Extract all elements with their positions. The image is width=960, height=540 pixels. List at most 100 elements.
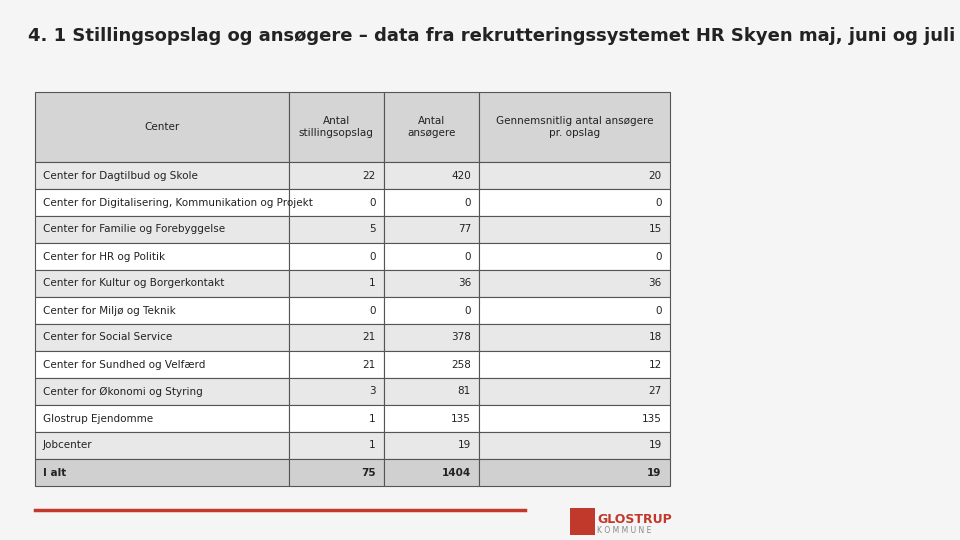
Bar [479, 459, 670, 486]
Text: 21: 21 [363, 333, 375, 342]
Text: 0: 0 [370, 198, 375, 207]
Bar [384, 92, 479, 162]
Bar [479, 216, 670, 243]
Bar [289, 189, 384, 216]
Text: Center for Kultur og Borgerkontakt: Center for Kultur og Borgerkontakt [43, 279, 225, 288]
Text: Glostrup Ejendomme: Glostrup Ejendomme [43, 414, 153, 423]
Text: Jobcenter: Jobcenter [43, 441, 92, 450]
Text: Center for Familie og Forebyggelse: Center for Familie og Forebyggelse [43, 225, 225, 234]
Text: 3: 3 [369, 387, 375, 396]
Text: GLOSTRUP: GLOSTRUP [597, 513, 672, 526]
Bar [289, 216, 384, 243]
Bar [35, 432, 289, 459]
Bar [289, 378, 384, 405]
Bar [384, 297, 479, 324]
Text: Gennemsnitlig antal ansøgere
pr. opslag: Gennemsnitlig antal ansøgere pr. opslag [496, 116, 654, 138]
Text: 75: 75 [361, 468, 375, 477]
Bar [384, 189, 479, 216]
Bar [479, 432, 670, 459]
Bar [289, 432, 384, 459]
Bar [35, 243, 289, 270]
Bar [384, 216, 479, 243]
Bar [35, 162, 289, 189]
Bar [384, 459, 479, 486]
Text: 0: 0 [465, 198, 471, 207]
Bar [384, 324, 479, 351]
Text: K O M M U N E: K O M M U N E [597, 526, 652, 535]
Bar [289, 270, 384, 297]
Bar [479, 189, 670, 216]
Text: 15: 15 [648, 225, 661, 234]
Text: Center for Social Service: Center for Social Service [43, 333, 172, 342]
Text: Center for Økonomi og Styring: Center for Økonomi og Styring [43, 387, 203, 396]
Text: 36: 36 [648, 279, 661, 288]
Bar [289, 92, 384, 162]
Text: 36: 36 [458, 279, 471, 288]
Bar [35, 324, 289, 351]
Text: Center for Sundhed og Velfærd: Center for Sundhed og Velfærd [43, 360, 205, 369]
Text: 19: 19 [648, 441, 661, 450]
Text: 420: 420 [451, 171, 471, 180]
Bar [289, 162, 384, 189]
Text: Center for Dagtilbud og Skole: Center for Dagtilbud og Skole [43, 171, 198, 180]
Bar [35, 297, 289, 324]
Bar [384, 432, 479, 459]
Text: 1: 1 [369, 441, 375, 450]
Bar [289, 405, 384, 432]
Bar [35, 378, 289, 405]
Text: Antal
stillingsopslag: Antal stillingsopslag [299, 116, 373, 138]
Bar [35, 189, 289, 216]
Bar [35, 405, 289, 432]
Bar [35, 92, 289, 162]
Bar [35, 351, 289, 378]
Bar [384, 405, 479, 432]
Text: 1404: 1404 [442, 468, 471, 477]
Text: Antal
ansøgere: Antal ansøgere [407, 116, 456, 138]
Bar [289, 324, 384, 351]
Bar [479, 405, 670, 432]
Text: Center for Miljø og Teknik: Center for Miljø og Teknik [43, 306, 176, 315]
Bar [479, 162, 670, 189]
Bar [384, 378, 479, 405]
Text: 135: 135 [451, 414, 471, 423]
Bar [479, 297, 670, 324]
Text: 135: 135 [641, 414, 661, 423]
Bar [289, 243, 384, 270]
Bar [479, 324, 670, 351]
Bar [569, 508, 594, 535]
Bar [479, 351, 670, 378]
Bar [35, 459, 289, 486]
Bar [479, 378, 670, 405]
Text: 0: 0 [465, 306, 471, 315]
Text: 258: 258 [451, 360, 471, 369]
Text: 5: 5 [369, 225, 375, 234]
Text: 27: 27 [648, 387, 661, 396]
Text: 81: 81 [458, 387, 471, 396]
Bar [479, 92, 670, 162]
Text: 4. 1 Stillingsopslag og ansøgere – data fra rekrutteringssystemet HR Skyen maj, : 4. 1 Stillingsopslag og ansøgere – data … [28, 27, 960, 45]
Bar [289, 459, 384, 486]
Bar [289, 351, 384, 378]
Text: 378: 378 [451, 333, 471, 342]
Text: 19: 19 [458, 441, 471, 450]
Text: Center: Center [144, 122, 180, 132]
Bar [35, 216, 289, 243]
Text: I alt: I alt [43, 468, 66, 477]
Text: Center for HR og Politik: Center for HR og Politik [43, 252, 165, 261]
Text: 19: 19 [647, 468, 661, 477]
Text: 22: 22 [363, 171, 375, 180]
Text: 1: 1 [369, 279, 375, 288]
Text: 0: 0 [465, 252, 471, 261]
Text: 0: 0 [655, 198, 661, 207]
Text: Center for Digitalisering, Kommunikation og Projekt: Center for Digitalisering, Kommunikation… [43, 198, 313, 207]
Text: 0: 0 [655, 306, 661, 315]
Bar [384, 351, 479, 378]
Bar [384, 162, 479, 189]
Bar [479, 270, 670, 297]
Bar [384, 270, 479, 297]
Text: 0: 0 [655, 252, 661, 261]
Text: 0: 0 [370, 252, 375, 261]
Text: 20: 20 [649, 171, 661, 180]
Text: 0: 0 [370, 306, 375, 315]
Text: 1: 1 [369, 414, 375, 423]
